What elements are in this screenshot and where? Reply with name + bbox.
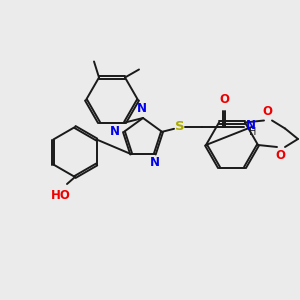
Text: N: N xyxy=(150,156,160,169)
Text: HO: HO xyxy=(51,189,71,202)
Text: S: S xyxy=(175,120,185,133)
Text: O: O xyxy=(262,106,272,118)
Text: H: H xyxy=(249,127,257,137)
Text: O: O xyxy=(219,93,229,106)
Text: N: N xyxy=(246,119,256,132)
Text: N: N xyxy=(110,125,120,138)
Text: N: N xyxy=(137,102,147,115)
Text: O: O xyxy=(275,149,285,162)
